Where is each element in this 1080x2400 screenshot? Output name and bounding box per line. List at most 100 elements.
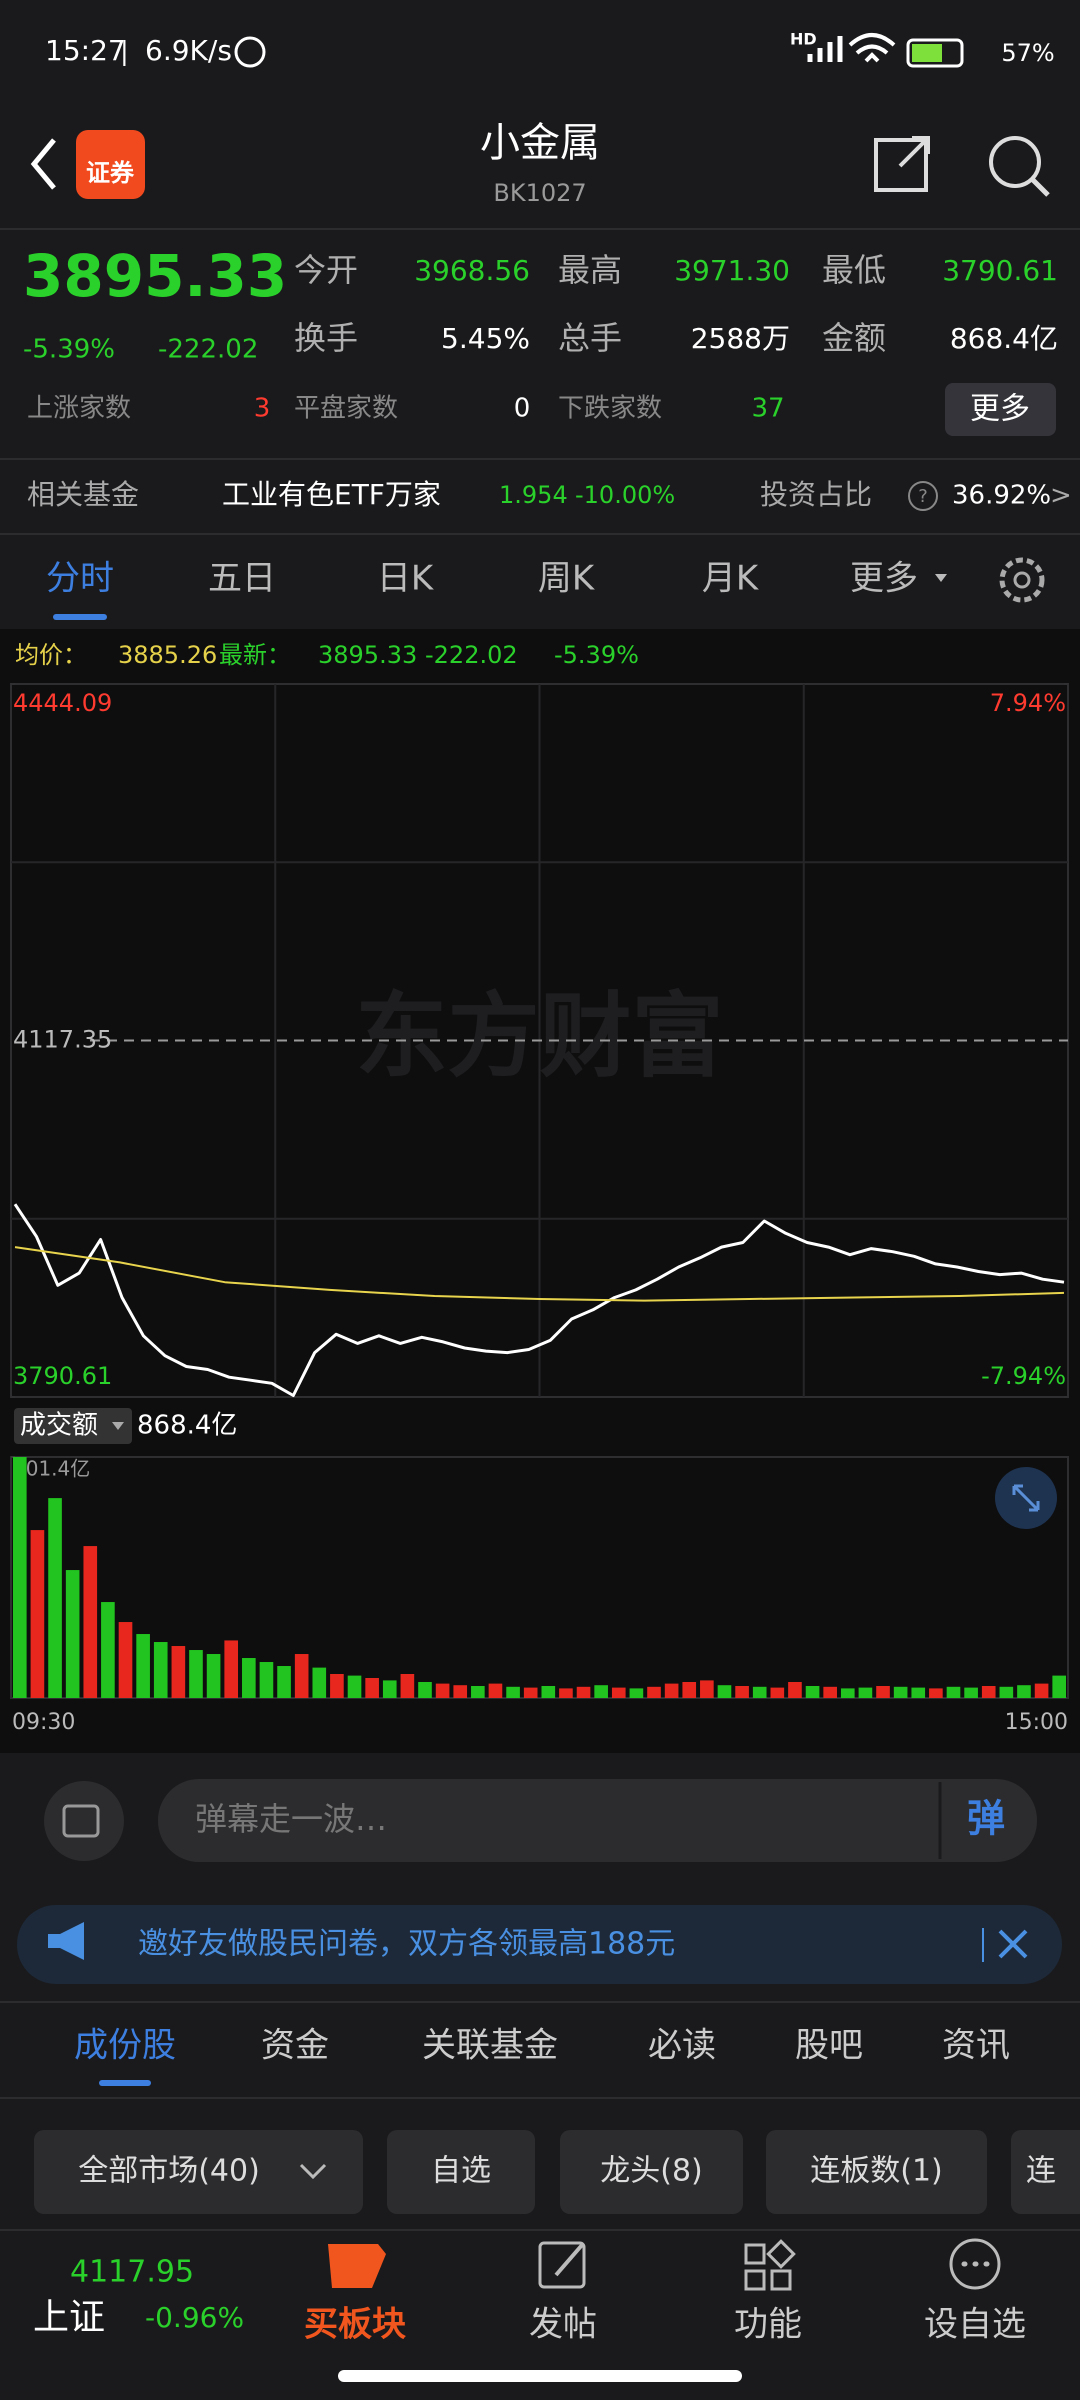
- volume-bar: [506, 1686, 520, 1698]
- volume-bar: [788, 1682, 802, 1698]
- back-button[interactable]: [30, 138, 56, 190]
- volume-bar: [136, 1634, 150, 1698]
- danmaku-settings[interactable]: [44, 1781, 124, 1861]
- volume-selector[interactable]: [14, 1408, 132, 1444]
- content-tab[interactable]: 关联基金: [422, 2026, 558, 2066]
- chart-tab[interactable]: 日K: [377, 559, 435, 599]
- volume-bar: [735, 1686, 749, 1698]
- filter-chip[interactable]: [387, 2130, 535, 2214]
- volume-bar: [365, 1678, 379, 1698]
- content-tab[interactable]: 必读: [648, 2026, 716, 2066]
- banner-close[interactable]: [998, 1929, 1028, 1959]
- net-speed: 6.9K/s: [145, 34, 232, 67]
- content-tab[interactable]: 成份股: [74, 2026, 176, 2066]
- volume-bar: [153, 1642, 168, 1698]
- volume-bar: [382, 1680, 397, 1698]
- nav-label[interactable]: 发帖: [529, 2305, 597, 2345]
- settings-core: [1013, 571, 1031, 589]
- logo-text: 证券: [86, 159, 135, 187]
- volume-bar: [717, 1685, 732, 1698]
- promo-banner[interactable]: [17, 1905, 1062, 1984]
- stat-label: 最高: [558, 251, 622, 289]
- volume-bar: [277, 1666, 291, 1698]
- volume-title[interactable]: 成交额: [20, 1411, 98, 1441]
- info-change: -222.02: [425, 641, 518, 669]
- fund-name[interactable]: 工业有色ETF万家: [222, 478, 441, 511]
- volume-bar: [30, 1530, 45, 1698]
- breadth-label: 上涨家数: [27, 394, 131, 424]
- index-price[interactable]: 4117.95: [70, 2255, 194, 2290]
- x-tick-label: 15:00: [1005, 1710, 1068, 1735]
- volume-bar: [576, 1686, 591, 1698]
- chart-tab[interactable]: 更多: [850, 559, 918, 599]
- volume-bar: [453, 1685, 468, 1698]
- volume-bar: [700, 1680, 714, 1698]
- search-button[interactable]: [989, 136, 1041, 188]
- watchlist-icon[interactable]: [949, 2238, 1001, 2290]
- volume-bar: [418, 1682, 432, 1698]
- post-pencil: [554, 2243, 584, 2277]
- index-name: 上证: [33, 2297, 105, 2338]
- nav-label[interactable]: 设自选: [924, 2305, 1026, 2345]
- filter-label: 自选: [431, 2154, 491, 2189]
- volume-bar: [805, 1686, 820, 1698]
- share-arrow: [898, 136, 930, 168]
- breadth-label: 平盘家数: [294, 394, 398, 424]
- more-button[interactable]: [945, 383, 1056, 436]
- broker-logo[interactable]: [76, 130, 145, 199]
- content-tab[interactable]: 股吧: [795, 2026, 863, 2066]
- filter-label: 连板数(1): [810, 2154, 943, 2189]
- stat-value: 3971.30: [674, 254, 790, 287]
- filter-chevron: [299, 2163, 327, 2180]
- last-label: 最新：: [219, 641, 291, 669]
- y-tick-label: 3790.61: [13, 1362, 112, 1390]
- volume-bar: [101, 1602, 115, 1698]
- chart-tab[interactable]: 周K: [538, 559, 596, 599]
- nav-label[interactable]: 功能: [734, 2305, 802, 2345]
- post-icon[interactable]: [538, 2241, 586, 2289]
- filter-chip[interactable]: [34, 2130, 363, 2214]
- y2-tick-label: -7.94%: [981, 1362, 1066, 1390]
- volume-bar: [946, 1686, 961, 1698]
- ratio-arrow: >: [1050, 481, 1072, 511]
- danmaku-input[interactable]: [158, 1779, 1037, 1862]
- chart-tab[interactable]: 月K: [702, 559, 760, 599]
- status-separator: |: [120, 37, 129, 67]
- chart-tab[interactable]: 五日: [208, 559, 276, 599]
- nav-label[interactable]: 买板块: [304, 2305, 406, 2345]
- volume-bar: [823, 1686, 837, 1698]
- volume-bar: [294, 1654, 309, 1698]
- danmaku-send[interactable]: 弹: [967, 1797, 1005, 1841]
- volume-bar: [65, 1570, 80, 1698]
- expand-icon: [1012, 1484, 1040, 1512]
- filter-chip[interactable]: [1011, 2130, 1080, 2214]
- settings-button[interactable]: [999, 557, 1045, 603]
- volume-bar: [347, 1675, 362, 1698]
- stat-label: 换手: [294, 319, 358, 357]
- filter-chip[interactable]: [560, 2130, 743, 2214]
- chart-tab[interactable]: 分时: [46, 559, 114, 599]
- breadth-value: 37: [751, 394, 784, 424]
- volume-bar: [682, 1682, 697, 1698]
- sector-code: BK1027: [493, 179, 586, 207]
- content-tab[interactable]: 资讯: [942, 2026, 1010, 2066]
- volume-bar: [83, 1546, 98, 1698]
- volume-bar: [893, 1686, 908, 1698]
- buy-sector-icon[interactable]: [328, 2244, 386, 2288]
- share-button[interactable]: [874, 138, 928, 192]
- battery-level: [912, 44, 942, 62]
- more-button-label[interactable]: 更多: [970, 392, 1030, 427]
- function-icon[interactable]: [744, 2243, 766, 2265]
- filter-label: 龙头(8): [600, 2154, 703, 2189]
- help-icon[interactable]: [908, 481, 938, 511]
- avg-value: 3885.26: [118, 641, 217, 669]
- breadth-label: 下跌家数: [558, 394, 662, 424]
- volume-bar: [964, 1687, 978, 1698]
- content-tab-indicator: [99, 2080, 151, 2086]
- average-line: [14, 1246, 1065, 1302]
- help-glyph: ?: [918, 486, 928, 507]
- filter-chip[interactable]: [766, 2130, 987, 2214]
- volume-bar: [594, 1685, 608, 1698]
- content-tab[interactable]: 资金: [261, 2026, 329, 2066]
- banner-text: 邀好友做股民问卷，双方各领最高188元: [138, 1927, 675, 1962]
